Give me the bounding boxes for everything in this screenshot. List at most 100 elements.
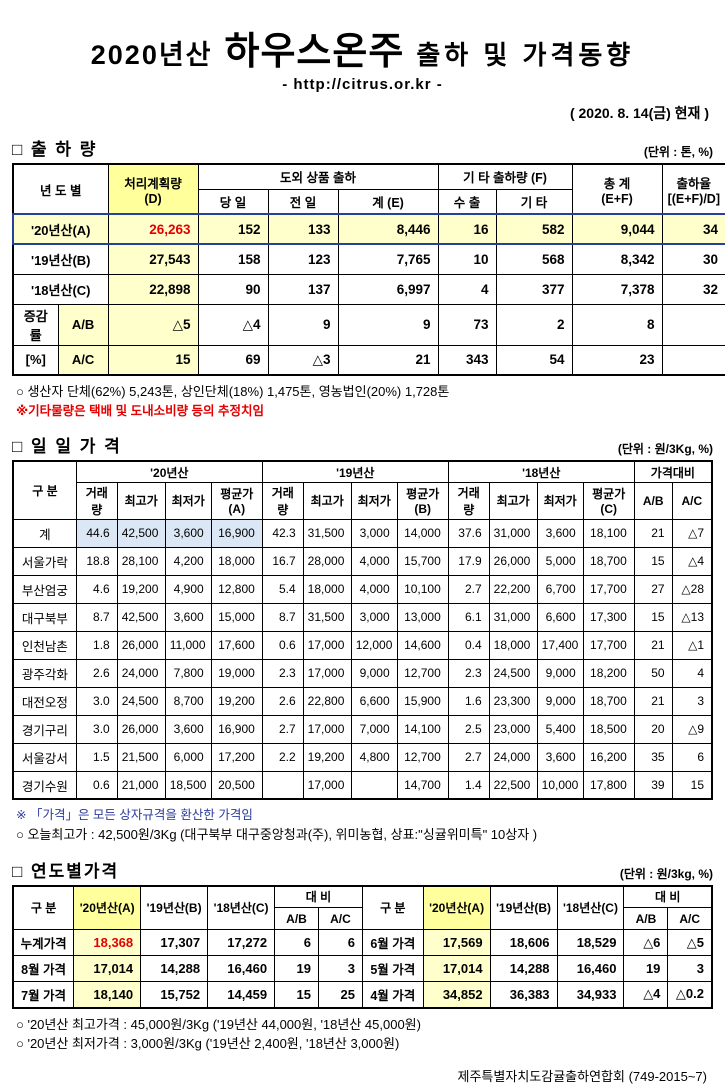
daily-value: 16.7 <box>261 546 304 576</box>
daily-value: 18,000 <box>302 574 352 604</box>
daily-value: 39 <box>633 770 673 800</box>
col-y19-right: '19년산(B) <box>489 885 558 930</box>
col-period-right: 구 분 <box>361 885 424 930</box>
col-y19-left: '19년산(B) <box>140 885 209 930</box>
daily-value: 19,000 <box>210 658 263 688</box>
daily-value: 21,000 <box>116 770 166 800</box>
shipment-value: 123 <box>267 243 339 275</box>
col-rate: 출하율 [(E+F)/D] <box>661 163 725 215</box>
daily-value: 28,000 <box>302 546 352 576</box>
daily-value: 2.3 <box>447 658 490 688</box>
daily-value: 8.7 <box>261 602 304 632</box>
yearly-value: 34,933 <box>556 981 625 1008</box>
col-etc-group: 기 타 출하량 (F) <box>437 163 573 190</box>
daily-value: 35 <box>633 742 673 772</box>
col-outside-group: 도외 상품 출하 <box>197 163 439 190</box>
shipment-header-row-1: 년 도 별 처리계획량 (D) 도외 상품 출하 기 타 출하량 (F) 총 계… <box>12 163 725 215</box>
daily-value: 7,800 <box>164 658 212 688</box>
shipment-change-value: 15 <box>107 344 199 376</box>
price-conversion-note: ※ 「가격」은 모든 상자규격을 환산한 가격임 <box>16 808 253 823</box>
daily-value: 9,000 <box>536 686 584 716</box>
yearly-value: 3 <box>667 955 713 982</box>
daily-value: 3,600 <box>536 742 584 772</box>
col-compare-right: 대 비 <box>623 885 713 908</box>
yearly-row: 누계가격 18,368 17,307 17,272 6 6 6월 가격 17,569 18,60… <box>12 929 713 956</box>
daily-value: 31,500 <box>302 518 352 548</box>
daily-value: 3,600 <box>164 714 212 744</box>
yearly-value: △5 <box>667 929 713 956</box>
daily-value: 26,000 <box>488 546 538 576</box>
shipment-header-row-2: 당 일 전 일 계 (E) 수 출 기 타 <box>13 188 725 215</box>
period-label: 6월 가격 <box>361 929 424 956</box>
daily-value: 18,000 <box>210 546 263 576</box>
yearly-header-row-2: A/B A/C A/B A/C <box>13 907 713 930</box>
daily-value: 5.4 <box>261 574 304 604</box>
today-high-note: ○ 오늘최고가 : 42,500원/3Kg (대구북부 대구중앙청과(주), 위… <box>16 827 538 842</box>
daily-value: 22,200 <box>488 574 538 604</box>
daily-value: 3.0 <box>75 686 118 716</box>
daily-value: 18,500 <box>164 770 212 800</box>
daily-value: 15,700 <box>396 546 449 576</box>
shipment-value: 8,342 <box>571 243 663 275</box>
daily-value: 9,000 <box>536 658 584 688</box>
shipment-change-value: 9 <box>267 303 339 346</box>
yearly-value: 15,752 <box>140 981 209 1008</box>
daily-value <box>261 770 304 800</box>
period-label: 누계가격 <box>12 929 75 956</box>
market-label: 경기수원 <box>12 770 77 800</box>
daily-value: 0.6 <box>75 770 118 800</box>
daily-row: 대구북부 8.7 42,500 3,600 15,000 8.7 31,500 3,000 13… <box>12 602 713 632</box>
daily-value: 20,500 <box>210 770 263 800</box>
yearly-value: 17,307 <box>140 929 209 956</box>
daily-value: 12,700 <box>396 742 449 772</box>
daily-value: 44.6 <box>75 518 118 548</box>
daily-value: 2.2 <box>261 742 304 772</box>
daily-value: 17,700 <box>582 630 635 660</box>
daily-value: 4,800 <box>350 742 398 772</box>
yearly-value: 19 <box>274 955 319 982</box>
yearly-price-section: □ 연도별가격 (단위 : 원/3kg, %) 구 분 '20년산(A) '19… <box>12 857 713 1054</box>
market-label: 서울가락 <box>12 546 77 576</box>
daily-value: 26,000 <box>116 630 166 660</box>
daily-row: 서울강서 1.5 21,500 6,000 17,200 2.2 19,200 4,800 12… <box>12 742 713 772</box>
shipment-change-value: 54 <box>495 344 573 376</box>
daily-value: 18,500 <box>582 714 635 744</box>
daily-value: 3,000 <box>350 518 398 548</box>
shipment-value: 582 <box>495 213 573 245</box>
yearly-value: 14,288 <box>489 955 558 982</box>
shipment-change-row: 증감률 A/B △5 △4 9 9 73 2 8 <box>12 303 725 346</box>
estimate-note: ※기타물량은 택배 및 도내소비량 등의 추정치임 <box>16 403 265 418</box>
change-group-label: 증감률 <box>12 303 59 346</box>
shipment-change-value <box>661 344 725 376</box>
yearly-value: 14,459 <box>207 981 276 1008</box>
daily-value: 4,200 <box>164 546 212 576</box>
shipment-change-value: 8 <box>571 303 663 346</box>
daily-value: 6 <box>671 742 713 772</box>
daily-value: 17,400 <box>536 630 584 660</box>
daily-value: 2.7 <box>261 714 304 744</box>
daily-value: 18,700 <box>582 686 635 716</box>
daily-value: 17.9 <box>447 546 490 576</box>
daily-value: 15,000 <box>210 602 263 632</box>
col-low-20: 최저가 <box>164 481 212 520</box>
shipment-value: 6,997 <box>337 273 439 305</box>
daily-value: 37.6 <box>447 518 490 548</box>
page-title: 2020년산 하우스온주 출하 및 가격동향 <box>12 20 713 75</box>
daily-value: 19,200 <box>210 686 263 716</box>
yearly-notes: ○ '20년산 최고가격 : 45,000원/3Kg ('19년산 44,000… <box>16 1015 709 1054</box>
title-year: 2020년산 <box>90 40 213 70</box>
col-y20-right: '20년산(A) <box>422 885 491 930</box>
daily-value: △28 <box>671 574 713 604</box>
daily-value: 19,200 <box>302 742 352 772</box>
yearly-row: 8월 가격 17,014 14,288 16,460 19 3 5월 가격 17,014 14,… <box>12 955 713 982</box>
yearly-value: 36,383 <box>489 981 558 1008</box>
yearly-value: 6 <box>274 929 319 956</box>
col-year: 년 도 별 <box>12 163 109 215</box>
daily-value: △4 <box>671 546 713 576</box>
col-ab-left: A/B <box>274 907 319 930</box>
daily-value: 24,500 <box>116 686 166 716</box>
daily-row: 경기수원 0.6 21,000 18,500 20,500 17,000 14,700 1.4… <box>12 770 713 800</box>
shipment-change-value: 9 <box>337 303 439 346</box>
col-ac-left: A/C <box>317 907 363 930</box>
period-label: 4월 가격 <box>361 981 424 1008</box>
